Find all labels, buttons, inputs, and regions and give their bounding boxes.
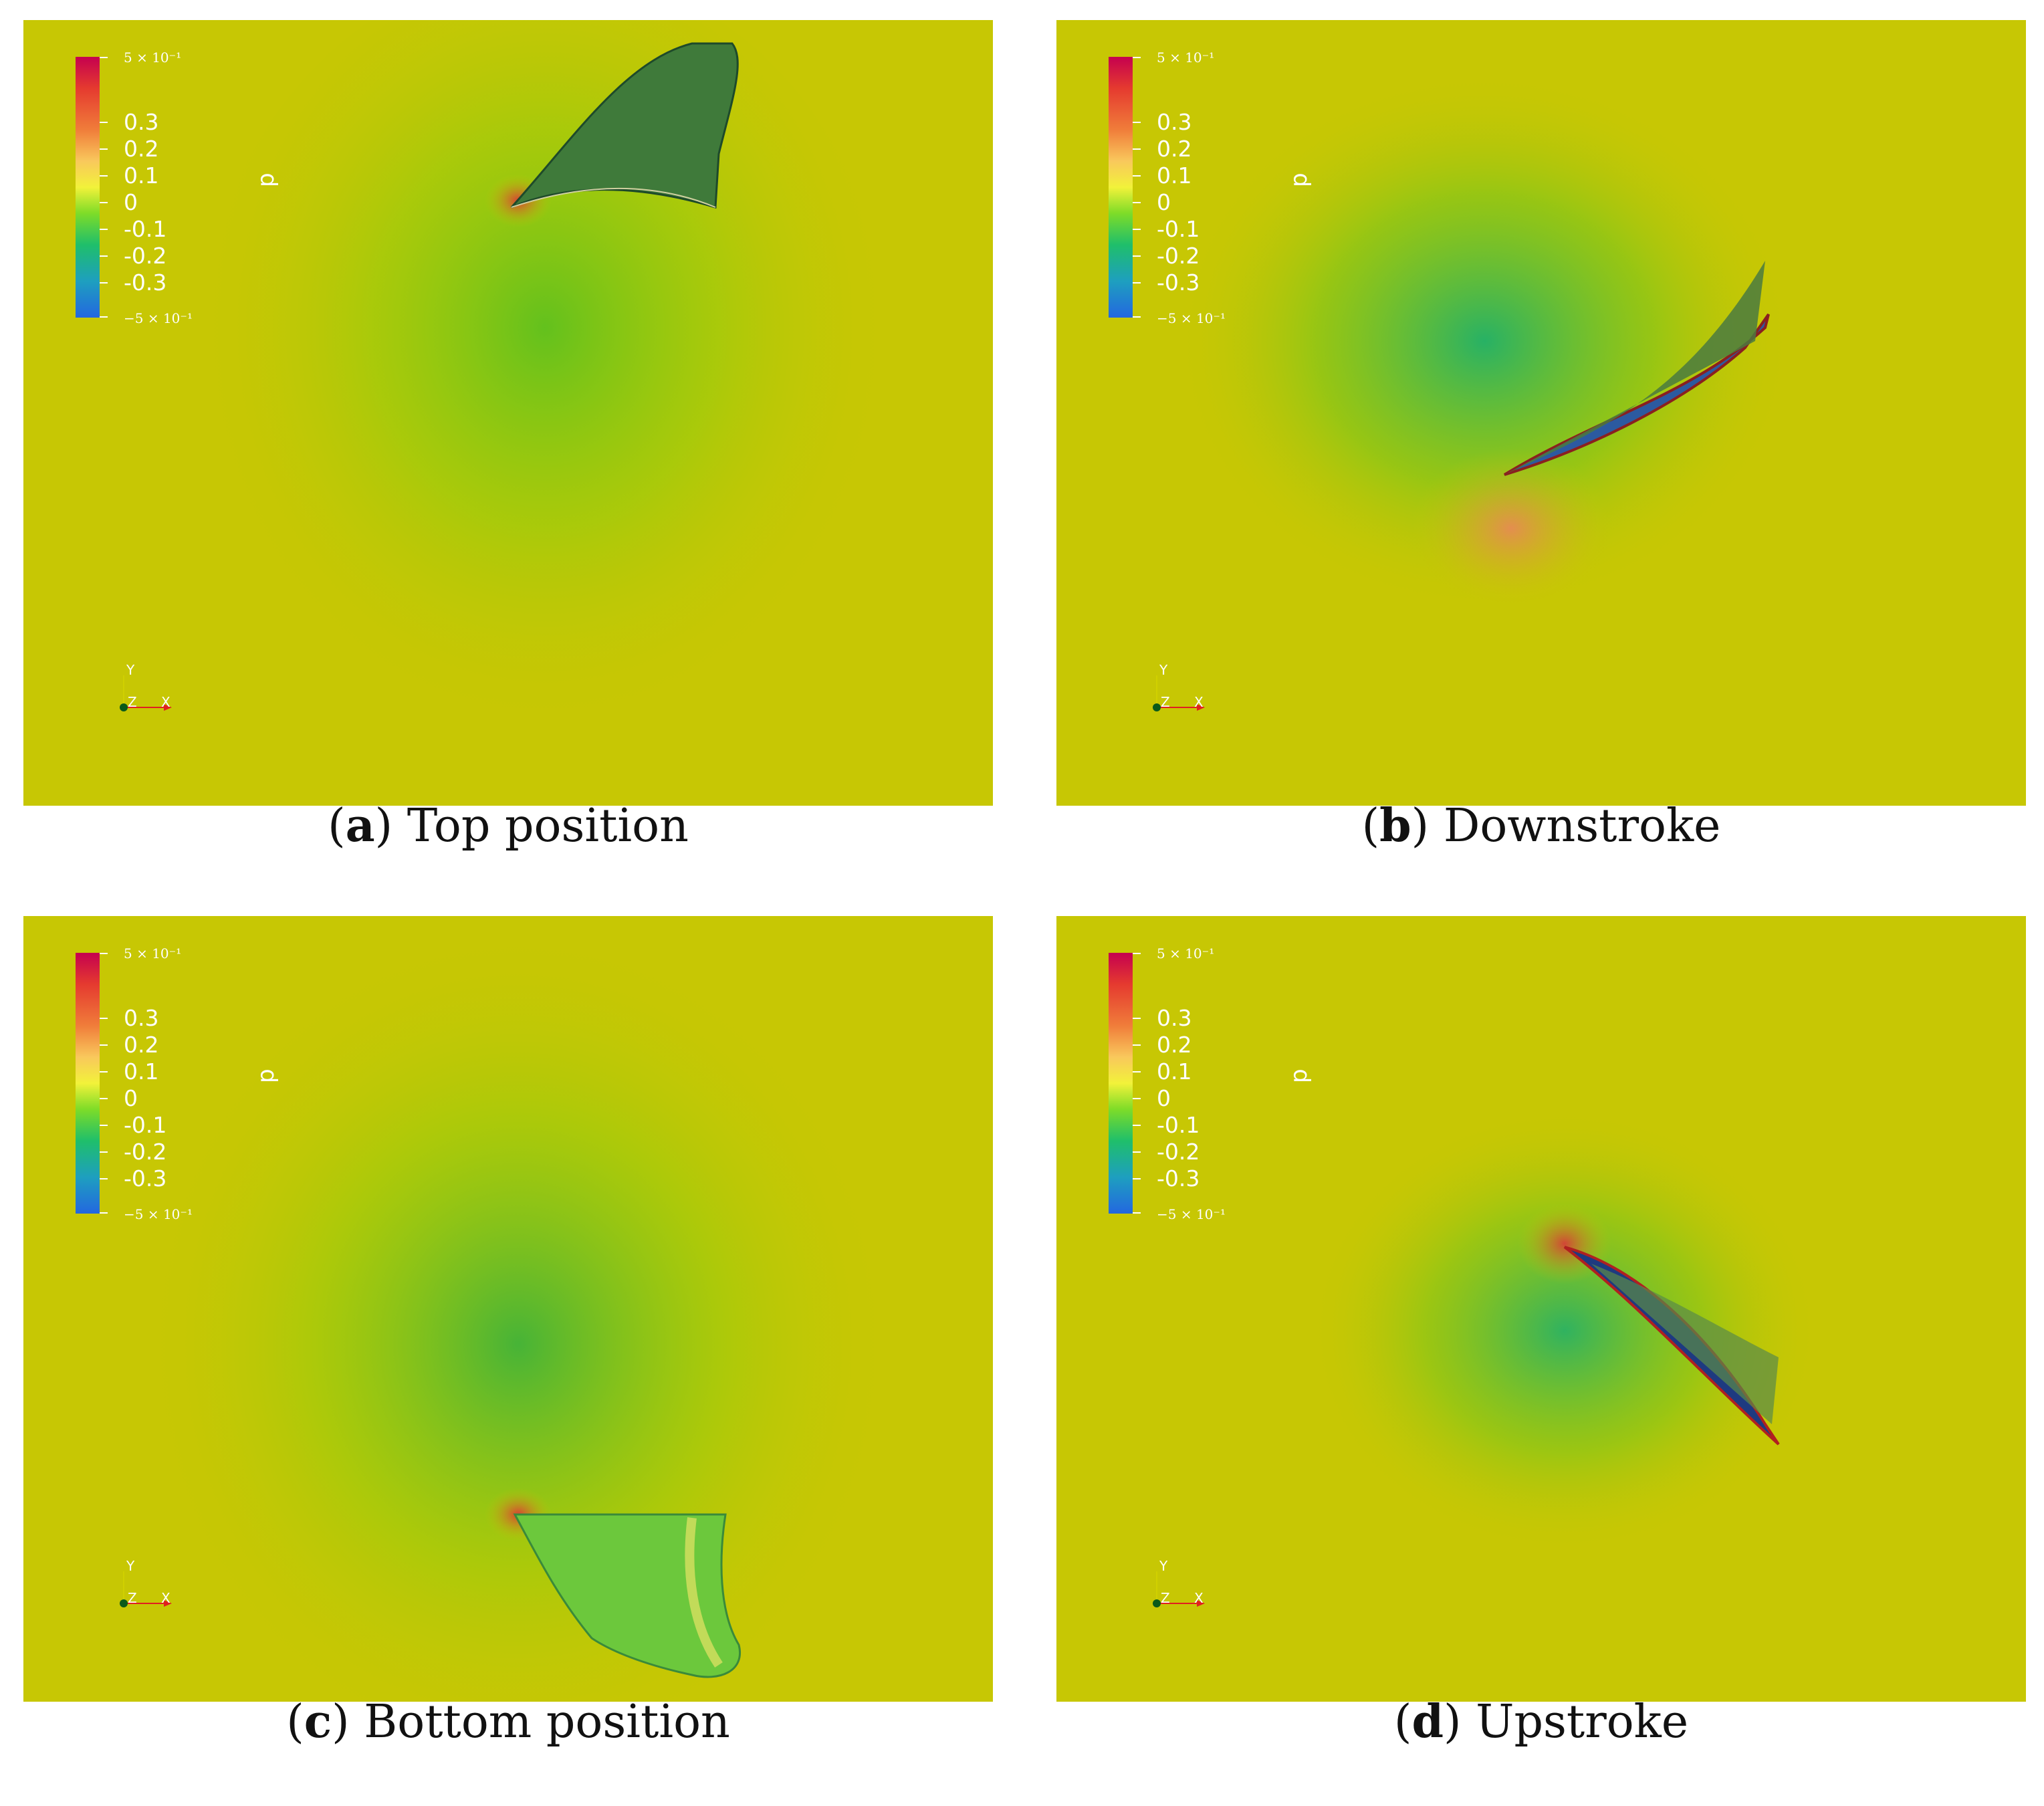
colorbar-tick-label: -0.2: [124, 1139, 167, 1165]
panel-caption-text: Bottom position: [364, 1696, 730, 1748]
colorbar-variable-label: p: [253, 1068, 279, 1083]
colorbar-min-label: −5 × 10⁻¹: [1157, 310, 1226, 326]
colorbar-tick-label: 0.2: [124, 1032, 159, 1058]
colorbar-tick-label: -0.1: [1157, 216, 1200, 242]
pressure-field: [197, 20, 893, 769]
panel-caption-text: Top position: [407, 800, 689, 853]
pressure-field: [144, 929, 893, 1702]
axis-z-label: Z: [128, 1590, 137, 1606]
colorbar: [76, 57, 100, 318]
colorbar-tick-label: -0.1: [1157, 1112, 1200, 1138]
colorbar-tick-label: -0.3: [1157, 1165, 1200, 1192]
axes-triad: Y Z X: [1150, 662, 1210, 722]
colorbar-tick-label: 0.2: [124, 136, 159, 162]
colorbar-tick-label: -0.2: [124, 243, 167, 269]
colorbar-tick-label: 0.1: [124, 162, 159, 189]
panel-letter: d: [1411, 1695, 1444, 1748]
colorbar-max-label: 5 × 10⁻¹: [124, 945, 182, 962]
colorbar-tick-label: 0.3: [124, 109, 159, 135]
colorbar-min-label: −5 × 10⁻¹: [1157, 1206, 1226, 1222]
colorbar: [76, 953, 100, 1214]
axis-y-label: Y: [1159, 1558, 1168, 1574]
colorbar-variable-label: p: [1286, 173, 1313, 187]
axis-x-label: X: [1194, 1590, 1204, 1606]
colorbar-tick-label: 0.2: [1157, 1032, 1192, 1058]
panel-caption-text: Downstroke: [1443, 800, 1721, 853]
axes-triad: Y Z X: [117, 662, 177, 722]
colorbar: [1109, 57, 1133, 318]
colorbar-tick-label: -0.2: [1157, 1139, 1200, 1165]
panel-letter: c: [304, 1695, 332, 1748]
axis-y-label: Y: [1159, 662, 1168, 678]
colorbar-tick-label: 0: [1157, 1085, 1171, 1111]
colorbar-max-label: 5 × 10⁻¹: [1157, 945, 1215, 962]
colorbar-tick-label: 0.1: [1157, 1058, 1192, 1085]
axes-triad: Y Z X: [117, 1558, 177, 1618]
colorbar-min-label: −5 × 10⁻¹: [124, 310, 193, 326]
colorbar-tick-label: -0.3: [1157, 269, 1200, 296]
colorbar-tick-label: 0.1: [1157, 162, 1192, 189]
panel-caption-d: (d) Upstroke: [1393, 1695, 1689, 1748]
colorbar-tick-label: 0.1: [124, 1058, 159, 1085]
panel-c: 5 × 10⁻¹ 0.3 0.2 0.1 0 -0.1 -0.2 -0.3 −5 × 10⁻¹ p…: [23, 916, 993, 1702]
panel-letter: b: [1379, 799, 1411, 853]
axis-z-label: Z: [1161, 1590, 1170, 1606]
axis-x-label: X: [161, 1590, 171, 1606]
panel-b: 5 × 10⁻¹ 0.3 0.2 0.1 0 -0.1 -0.2 -0.3 −5 × 10⁻¹ p…: [1056, 20, 2026, 806]
panel-letter: a: [345, 799, 375, 853]
axis-z-label: Z: [128, 694, 137, 710]
axis-z-label: Z: [1161, 694, 1170, 710]
axis-y-label: Y: [126, 1558, 135, 1574]
colorbar-tick-label: 0.3: [1157, 1005, 1192, 1031]
panel-caption-c: (c) Bottom position: [286, 1695, 730, 1748]
colorbar-tick-label: 0: [124, 189, 138, 215]
colorbar-min-label: −5 × 10⁻¹: [124, 1206, 193, 1222]
axis-y-label: Y: [126, 662, 135, 678]
colorbar-tick-label: -0.1: [124, 1112, 167, 1138]
colorbar-tick-label: -0.3: [124, 269, 167, 296]
colorbar-tick-label: 0.2: [1157, 136, 1192, 162]
panel-caption-b: (b) Downstroke: [1361, 799, 1721, 853]
panel-caption-text: Upstroke: [1476, 1696, 1689, 1748]
colorbar: [1109, 953, 1133, 1214]
colorbar-tick-label: 0: [124, 1085, 138, 1111]
colorbar-tick-label: -0.3: [124, 1165, 167, 1192]
panel-d: 5 × 10⁻¹ 0.3 0.2 0.1 0 -0.1 -0.2 -0.3 −5 × 10⁻¹ p…: [1056, 916, 2026, 1702]
colorbar-max-label: 5 × 10⁻¹: [1157, 49, 1215, 66]
colorbar-tick-label: 0.3: [124, 1005, 159, 1031]
colorbar-tick-label: 0: [1157, 189, 1171, 215]
pressure-field: [1177, 74, 1792, 608]
colorbar-variable-label: p: [253, 173, 279, 187]
colorbar-tick-label: -0.2: [1157, 243, 1200, 269]
colorbar-tick-label: 0.3: [1157, 109, 1192, 135]
axis-x-label: X: [161, 694, 171, 710]
axis-x-label: X: [1194, 694, 1204, 710]
panel-a: 5 × 10⁻¹ 0.3 0.2 0.1 0 -0.1 -0.2 -0.3 −5 × 10⁻¹ p…: [23, 20, 993, 806]
colorbar-max-label: 5 × 10⁻¹: [124, 49, 182, 66]
panel-caption-a: (a) Top position: [328, 799, 689, 853]
pressure-field: [1311, 1110, 1819, 1551]
axes-triad: Y Z X: [1150, 1558, 1210, 1618]
colorbar-tick-label: -0.1: [124, 216, 167, 242]
colorbar-variable-label: p: [1286, 1068, 1313, 1083]
